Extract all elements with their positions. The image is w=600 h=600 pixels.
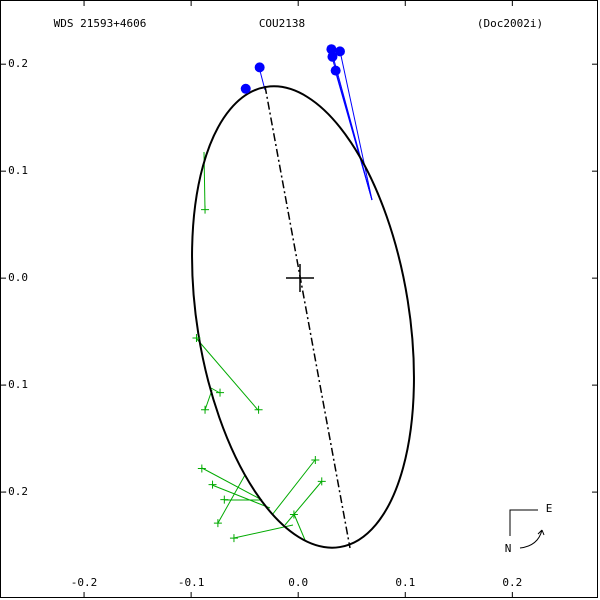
residual — [271, 459, 316, 516]
x-tick-label: 0.1 — [395, 576, 415, 589]
observation — [220, 495, 229, 504]
residual — [293, 513, 306, 541]
compass-axes — [509, 509, 538, 536]
observation — [311, 456, 320, 464]
residual — [334, 69, 373, 201]
observation — [201, 205, 210, 214]
observation — [317, 477, 326, 486]
residual — [201, 467, 263, 501]
observation — [289, 510, 298, 519]
y-tick-label: 0.0 — [8, 271, 28, 284]
observation — [201, 405, 210, 414]
observation — [330, 65, 341, 76]
y-tick-label: -0.2 — [2, 485, 29, 498]
x-tick-label: -0.2 — [71, 576, 98, 589]
x-tick-label: 0.0 — [288, 576, 308, 589]
observation — [208, 480, 217, 489]
residual — [217, 474, 246, 524]
observation — [197, 464, 206, 473]
y-tick-label: 0.2 — [8, 57, 28, 70]
observation — [254, 62, 265, 73]
observation — [213, 519, 222, 528]
observation — [327, 51, 338, 62]
observation — [254, 405, 263, 414]
x-tick-label: -0.1 — [178, 576, 205, 589]
residual — [195, 337, 259, 411]
title: WDS 21593+4606 — [54, 17, 147, 30]
y-tick-label: 0.1 — [8, 164, 28, 177]
residuals — [195, 48, 373, 541]
observation — [334, 46, 345, 57]
residual — [339, 50, 373, 201]
residual — [284, 480, 323, 526]
observation — [216, 388, 225, 397]
orbit — [191, 85, 415, 549]
primary — [286, 264, 314, 292]
line-of-apsides — [264, 85, 351, 549]
y-tick-label: -0.1 — [2, 378, 29, 391]
compass — [509, 509, 545, 549]
observation — [240, 83, 251, 94]
observation — [326, 44, 337, 55]
observation — [229, 534, 238, 543]
residual — [233, 524, 294, 539]
compass-arrow — [519, 529, 545, 549]
residual — [211, 484, 271, 509]
x-tick-label: 0.2 — [502, 576, 522, 589]
observation — [192, 334, 201, 343]
subtitle: COU2138 — [259, 17, 305, 30]
reference: (Doc2002i) — [477, 17, 543, 30]
compass-east: E — [546, 502, 553, 515]
compass-north: N — [505, 542, 512, 555]
